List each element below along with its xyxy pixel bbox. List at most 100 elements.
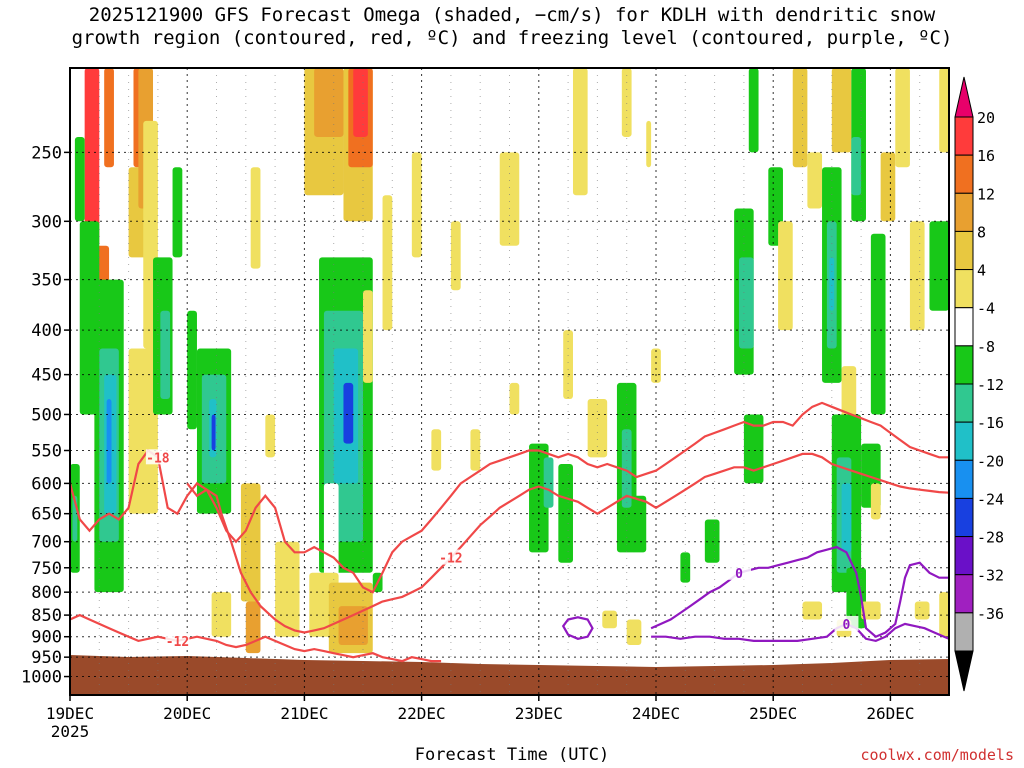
y-tick-label: 1000 — [21, 668, 62, 688]
omega-cell — [807, 152, 823, 209]
contour-line — [651, 622, 949, 643]
chart-title-line-1: 2025121900 GFS Forecast Omega (shaded, −… — [88, 4, 936, 26]
omega-cell — [104, 68, 114, 168]
y-tick-label: 700 — [31, 533, 62, 553]
omega-cell — [631, 495, 647, 553]
y-tick-label: 750 — [31, 559, 62, 579]
omega-cell — [778, 221, 793, 331]
omega-cell — [411, 152, 422, 258]
contour-label-bg — [438, 549, 463, 565]
contour-line — [650, 545, 949, 638]
omega-cell — [470, 429, 481, 471]
y-tick-label: 550 — [31, 442, 62, 462]
colorbar-label: -20 — [977, 452, 1004, 470]
omega-cell — [106, 399, 112, 484]
omega-cell — [829, 257, 835, 311]
contour-label-bg — [145, 449, 170, 465]
omega-cell — [680, 221, 691, 258]
grid-lines — [70, 68, 949, 695]
y-tick-label: 800 — [31, 583, 62, 603]
y-axis: 2503003504004505005506006507007508008509… — [21, 143, 70, 688]
omega-cell — [572, 68, 588, 196]
colorbar-swatch — [954, 536, 974, 576]
colorbar-label: -36 — [977, 605, 1004, 623]
omega-cell — [343, 382, 354, 444]
y-tick-label: 400 — [31, 321, 62, 341]
y-tick-label: 450 — [31, 366, 62, 386]
x-tick-sublabel: 2025 — [51, 722, 90, 741]
contour-label-bg — [727, 564, 752, 580]
contour-label: -12 — [439, 552, 462, 567]
omega-cell — [748, 68, 759, 153]
omega-cell — [831, 68, 852, 153]
omega-cell — [739, 257, 754, 349]
omega-cell — [646, 120, 652, 168]
colorbar-label: 20 — [977, 109, 995, 127]
colorbar-swatch — [954, 383, 974, 423]
omega-cell — [909, 221, 925, 331]
omega-cell — [851, 136, 862, 196]
contour-label: -18 — [146, 451, 170, 466]
y-tick-label: 500 — [31, 405, 62, 425]
y-tick-label: 600 — [31, 474, 62, 494]
contour-line — [70, 613, 442, 663]
omega-cell — [275, 541, 300, 637]
omega-cell — [621, 429, 632, 508]
omega-cell — [870, 233, 886, 415]
omega-cell — [353, 68, 368, 137]
colorbar-swatch — [954, 459, 974, 499]
x-axis-label: Forecast Time (UTC) — [414, 745, 610, 765]
contour-line — [186, 452, 949, 634]
omega-cell — [626, 619, 642, 646]
contour-lines: -18 -12 -12 0 0 — [70, 401, 949, 663]
colorbar-swatch — [954, 154, 974, 194]
omega-cell — [841, 483, 852, 553]
colorbar-label: -24 — [977, 490, 1004, 508]
omega-cell — [240, 483, 261, 602]
omega-cell — [160, 310, 171, 400]
omega-cell — [245, 601, 261, 654]
colorbar-swatch — [954, 269, 974, 309]
omega-cell — [338, 606, 368, 646]
colorbar-label: 4 — [977, 262, 986, 280]
omega-cell — [621, 68, 632, 137]
colorbar-swatch — [954, 345, 974, 385]
y-tick-label: 650 — [31, 505, 62, 525]
omega-cell — [939, 592, 949, 637]
colorbar-label: -28 — [977, 529, 1004, 547]
colorbar-label: -16 — [977, 414, 1004, 432]
colorbar-label: -12 — [977, 376, 1004, 394]
colorbar-label: 16 — [977, 147, 995, 165]
colorbar-swatch — [954, 497, 974, 538]
omega-cell — [543, 457, 554, 508]
omega-cell — [602, 610, 617, 629]
y-tick-label: 900 — [31, 628, 62, 648]
colorbar-over-arrow — [954, 76, 974, 118]
contour-line — [70, 401, 949, 594]
y-tick-label: 250 — [31, 143, 62, 163]
omega-cell — [929, 221, 949, 311]
omega-cell — [431, 429, 442, 471]
colorbar-swatch — [954, 574, 974, 614]
omega-cell — [558, 464, 573, 563]
omega-cell — [939, 68, 949, 153]
contour-label: -12 — [166, 635, 189, 650]
colorbar-label: -4 — [977, 300, 995, 318]
y-tick-label: 300 — [31, 212, 62, 232]
omega-cell — [382, 195, 393, 331]
omega-cell — [587, 399, 608, 458]
contour-label: 0 — [843, 618, 851, 633]
colorbar-label: -8 — [977, 338, 995, 356]
omega-cell — [187, 310, 197, 430]
plot-frame — [69, 67, 950, 696]
omega-cell — [265, 414, 276, 458]
omega-cell — [314, 68, 344, 137]
x-tick-label: 20DEC — [163, 704, 211, 723]
omega-cell — [743, 414, 764, 484]
omega-cell — [74, 136, 85, 222]
contour-label-bg — [834, 615, 859, 631]
x-tick-label: 24DEC — [632, 704, 680, 723]
x-tick-label: 22DEC — [398, 704, 446, 723]
